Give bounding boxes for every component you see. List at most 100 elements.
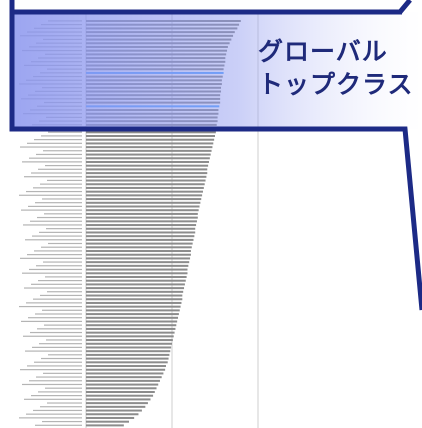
bar [86, 246, 192, 249]
bar [86, 198, 202, 201]
category-label [46, 339, 82, 341]
bar [86, 316, 179, 319]
category-label [29, 268, 82, 271]
bar [86, 146, 213, 149]
bar [86, 376, 162, 379]
bar [86, 331, 175, 334]
bar [86, 238, 194, 241]
category-label [34, 250, 82, 252]
bar [86, 394, 154, 397]
bar [86, 365, 166, 368]
category-label [42, 309, 82, 311]
bar [86, 290, 184, 293]
bar [86, 350, 171, 353]
category-label [32, 235, 82, 237]
callout-title-line-2: トップクラス [258, 70, 414, 99]
bar [86, 405, 146, 408]
bar [86, 220, 197, 223]
category-label [20, 146, 82, 148]
category-label [38, 391, 82, 393]
highlight-box [12, 12, 422, 129]
bar [86, 242, 193, 245]
category-label [31, 395, 82, 397]
category-label [35, 202, 82, 204]
category-label [33, 187, 82, 189]
bar [86, 424, 124, 427]
category-label [35, 424, 82, 426]
bar [86, 164, 209, 167]
bar [86, 261, 190, 264]
category-label [20, 257, 82, 259]
category-label [21, 209, 82, 211]
bar [86, 264, 189, 267]
category-label [47, 402, 82, 404]
bar [86, 327, 176, 330]
bar [86, 294, 183, 297]
bar [86, 275, 187, 278]
bar [86, 372, 164, 375]
bar [86, 416, 135, 419]
bar [86, 168, 208, 171]
category-label [41, 135, 82, 137]
category-label [40, 406, 82, 408]
bar [86, 190, 203, 193]
category-label [39, 343, 82, 345]
category-label [30, 220, 82, 222]
bar [86, 353, 170, 356]
bar [86, 357, 169, 360]
bar [86, 420, 129, 423]
category-label [43, 372, 82, 374]
category-label [19, 194, 82, 196]
category-label [23, 335, 82, 337]
category-label [27, 365, 82, 367]
category-label [21, 320, 82, 323]
bar [86, 324, 177, 327]
category-label [34, 361, 82, 363]
bar [86, 157, 210, 160]
category-label [33, 409, 82, 412]
category-label [39, 231, 82, 233]
category-label [28, 317, 82, 319]
category-label [40, 183, 82, 185]
category-label [40, 294, 82, 297]
bar [86, 379, 160, 382]
bar [86, 227, 196, 230]
category-label [25, 239, 82, 241]
bar [86, 201, 201, 204]
bar [86, 231, 196, 234]
bar [86, 383, 159, 386]
category-label [26, 302, 82, 304]
bar [86, 305, 181, 308]
bar [86, 138, 215, 141]
bar [86, 235, 195, 238]
callout-title-line-1: グローバル [258, 37, 388, 66]
category-label [46, 228, 82, 230]
bar [86, 272, 188, 275]
bar [86, 413, 139, 416]
bar [86, 283, 185, 286]
category-label [19, 305, 82, 308]
bar [86, 250, 191, 253]
category-label [48, 131, 82, 133]
category-label [43, 261, 82, 263]
bar [86, 135, 215, 138]
bar [86, 342, 172, 345]
category-label [42, 420, 82, 423]
category-label [24, 398, 82, 400]
category-label [43, 150, 82, 152]
callout-layer [9, 0, 422, 311]
category-label [41, 357, 82, 360]
bar [86, 346, 172, 349]
bar [86, 391, 155, 393]
bar [86, 268, 188, 271]
bar [86, 175, 207, 178]
bar [86, 368, 166, 371]
bar [86, 320, 178, 323]
category-label [20, 369, 82, 371]
category-label [35, 313, 82, 315]
bar [86, 172, 208, 175]
category-label [41, 246, 82, 248]
bar [86, 131, 216, 134]
bar [86, 205, 200, 208]
